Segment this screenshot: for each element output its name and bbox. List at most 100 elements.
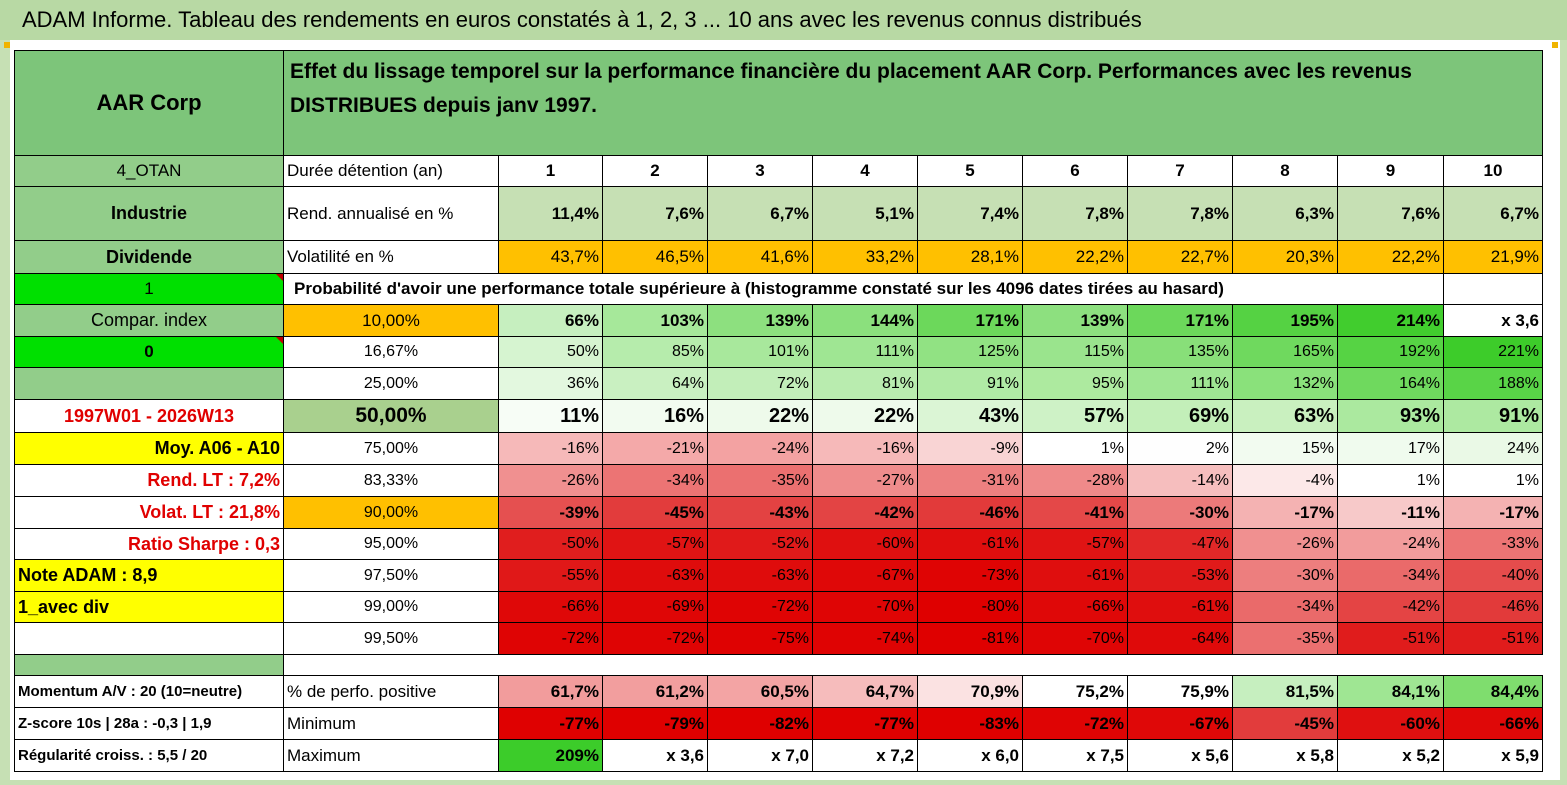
quantile-value: -21% xyxy=(602,432,708,465)
period-cell: 1997W01 - 2026W13 xyxy=(14,399,284,433)
quantile-value: 16% xyxy=(602,399,708,433)
quantile-value: 192% xyxy=(1337,336,1444,368)
stat-label: Minimum xyxy=(283,707,499,740)
flag-zero-cell[interactable]: 0 xyxy=(14,336,284,368)
quantile-value: -46% xyxy=(917,496,1023,529)
quantile-value: -63% xyxy=(602,559,708,592)
vol-value: 20,3% xyxy=(1232,240,1338,274)
quantile-value: -61% xyxy=(917,528,1023,560)
quantile-value: -73% xyxy=(917,559,1023,592)
empty-cell xyxy=(14,622,284,655)
quantile-value: -30% xyxy=(1127,496,1233,529)
stat-value: x 5,6 xyxy=(1127,739,1233,772)
quantile-label: 83,33% xyxy=(283,464,499,497)
stat-value: 60,5% xyxy=(707,675,813,708)
quantile-value: -34% xyxy=(602,464,708,497)
quantile-value: 188% xyxy=(1443,367,1543,400)
volat-lt-cell: Volat. LT : 21,8% xyxy=(14,496,284,529)
quantile-value: -80% xyxy=(917,591,1023,623)
quantile-value: -70% xyxy=(1022,622,1128,655)
stat-value: -45% xyxy=(1232,707,1338,740)
quantile-value: 69% xyxy=(1127,399,1233,433)
stat-value: x 3,6 xyxy=(602,739,708,772)
quantile-label: 99,00% xyxy=(283,591,499,623)
vol-value: 28,1% xyxy=(917,240,1023,274)
quantile-value: -42% xyxy=(1337,591,1444,623)
quantile-value: 85% xyxy=(602,336,708,368)
quantile-value: -31% xyxy=(917,464,1023,497)
quantile-value: -53% xyxy=(1127,559,1233,592)
stat-value: x 5,9 xyxy=(1443,739,1543,772)
quantile-value: 95% xyxy=(1022,367,1128,400)
momentum-cell: Momentum A/V : 20 (10=neutre) xyxy=(14,675,284,708)
quantile-value: 43% xyxy=(917,399,1023,433)
rend-value: 6,7% xyxy=(707,186,813,241)
quantile-value: -69% xyxy=(602,591,708,623)
rend-lt-cell: Rend. LT : 7,2% xyxy=(14,464,284,497)
quantile-value: 17% xyxy=(1337,432,1444,465)
quantile-value: 165% xyxy=(1232,336,1338,368)
quantile-value: 139% xyxy=(707,304,813,337)
quantile-value: 72% xyxy=(707,367,813,400)
stat-value: -77% xyxy=(498,707,603,740)
stat-value: x 5,2 xyxy=(1337,739,1444,772)
quantile-label: 97,50% xyxy=(283,559,499,592)
quantile-value: -51% xyxy=(1337,622,1444,655)
quantile-value: -30% xyxy=(1232,559,1338,592)
stat-value: x 6,0 xyxy=(917,739,1023,772)
stat-value: x 7,0 xyxy=(707,739,813,772)
code-cell: 4_OTAN xyxy=(14,155,284,187)
quantile-value: 171% xyxy=(917,304,1023,337)
quantile-value: -52% xyxy=(707,528,813,560)
quantile-value: 171% xyxy=(1127,304,1233,337)
stat-value: -83% xyxy=(917,707,1023,740)
page-title: ADAM Informe. Tableau des rendements en … xyxy=(0,0,1567,40)
quantile-value: 139% xyxy=(1022,304,1128,337)
duration-3: 3 xyxy=(707,155,813,187)
stat-value: -60% xyxy=(1337,707,1444,740)
quantile-value: 50% xyxy=(498,336,603,368)
spacer-row xyxy=(283,654,1543,676)
quantile-value: -34% xyxy=(1232,591,1338,623)
quantile-label: 75,00% xyxy=(283,432,499,465)
flag-one-cell[interactable]: 1 xyxy=(14,273,284,305)
stat-value: 70,9% xyxy=(917,675,1023,708)
zscore-cell: Z-score 10s | 28a : -0,3 | 1,9 xyxy=(14,707,284,740)
quantile-value: 36% xyxy=(498,367,603,400)
stat-value: 81,5% xyxy=(1232,675,1338,708)
duration-5: 5 xyxy=(917,155,1023,187)
rend-value: 7,6% xyxy=(1337,186,1444,241)
stat-value: x 7,2 xyxy=(812,739,918,772)
quantile-value: 1% xyxy=(1337,464,1444,497)
quantile-value: 195% xyxy=(1232,304,1338,337)
quantile-value: 125% xyxy=(917,336,1023,368)
duration-10: 10 xyxy=(1443,155,1543,187)
stat-value: 84,4% xyxy=(1443,675,1543,708)
quantile-value: -66% xyxy=(1022,591,1128,623)
quantile-value: -72% xyxy=(498,622,603,655)
quantile-value: -61% xyxy=(1022,559,1128,592)
quantile-value: 101% xyxy=(707,336,813,368)
regularite-cell: Régularité croiss. : 5,5 / 20 xyxy=(14,739,284,772)
quantile-value: -28% xyxy=(1022,464,1128,497)
note-adam-cell: Note ADAM : 8,9 xyxy=(14,559,284,592)
quantile-value: -63% xyxy=(707,559,813,592)
stat-value: x 5,8 xyxy=(1232,739,1338,772)
quantile-value: 64% xyxy=(602,367,708,400)
returns-table: AAR Corp Effet du lissage temporel sur l… xyxy=(14,50,1543,772)
duration-7: 7 xyxy=(1127,155,1233,187)
selection-handle-tl[interactable] xyxy=(4,42,10,48)
quantile-value: -51% xyxy=(1443,622,1543,655)
quantile-value: 22% xyxy=(707,399,813,433)
quantile-value: -40% xyxy=(1443,559,1543,592)
quantile-value: 91% xyxy=(1443,399,1543,433)
quantile-value: 214% xyxy=(1337,304,1444,337)
quantile-value: 1% xyxy=(1022,432,1128,465)
selection-handle-tr[interactable] xyxy=(1552,42,1558,48)
quantile-value: -39% xyxy=(498,496,603,529)
rend-value: 7,8% xyxy=(1022,186,1128,241)
quantile-value: -57% xyxy=(1022,528,1128,560)
quantile-value: -35% xyxy=(1232,622,1338,655)
quantile-value: -41% xyxy=(1022,496,1128,529)
rend-value: 7,8% xyxy=(1127,186,1233,241)
